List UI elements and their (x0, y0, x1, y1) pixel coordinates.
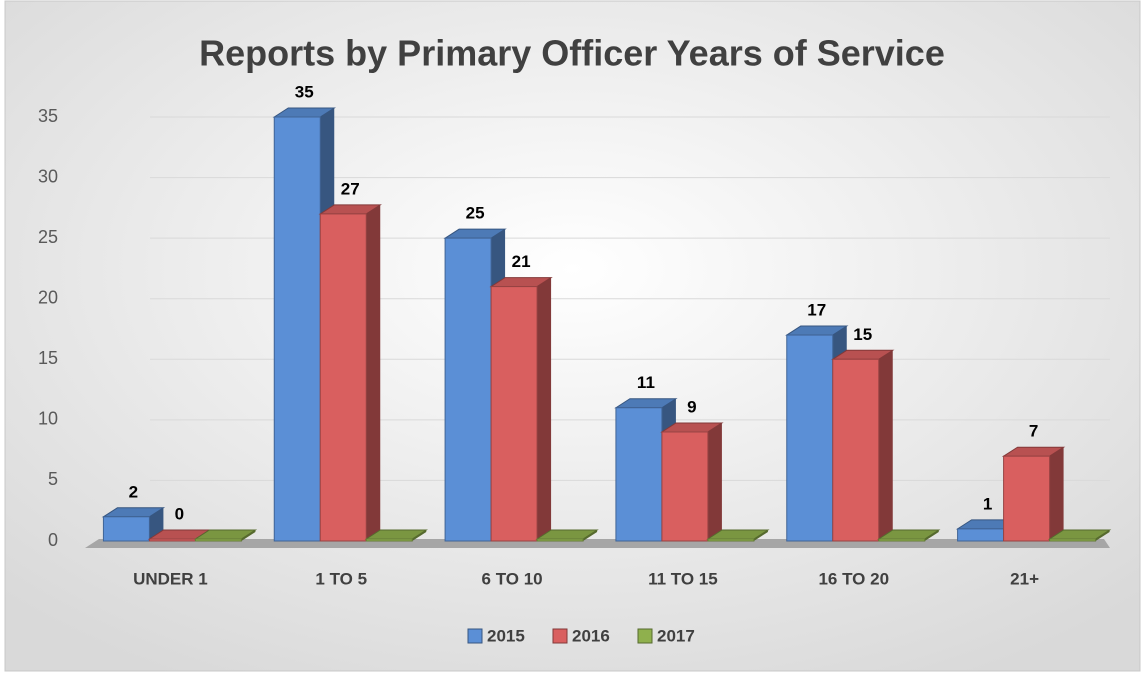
y-tick-label: 0 (48, 530, 58, 550)
y-tick-label: 5 (48, 469, 58, 489)
y-tick-label: 10 (38, 409, 58, 429)
bar (102, 516, 150, 542)
bar (319, 213, 367, 542)
data-label: 9 (687, 397, 696, 416)
bar (1003, 455, 1051, 542)
data-label: 7 (1029, 422, 1038, 441)
data-label: 1 (983, 494, 992, 513)
data-label: 17 (807, 301, 826, 320)
chart-title: Reports by Primary Officer Years of Serv… (199, 33, 945, 74)
bar-side (1049, 447, 1064, 541)
y-tick-label: 30 (38, 166, 58, 186)
bar-side (366, 204, 381, 541)
bar (615, 407, 663, 542)
bar (536, 538, 584, 542)
data-label: 27 (341, 179, 360, 198)
legend-label: 2016 (572, 626, 610, 645)
bar (832, 358, 880, 542)
bar-side (537, 277, 552, 541)
bar (194, 538, 242, 542)
data-label: 21 (512, 252, 531, 271)
legend-label: 2015 (487, 626, 525, 645)
bar (1049, 538, 1097, 542)
legend-swatch (637, 628, 653, 644)
bar-side (707, 422, 722, 541)
y-tick-label: 25 (38, 227, 58, 247)
data-label: 35 (295, 82, 314, 101)
data-label: 25 (466, 204, 485, 223)
legend-swatch (552, 628, 568, 644)
bar (148, 538, 196, 542)
y-tick-label: 20 (38, 287, 58, 307)
bar (786, 334, 834, 542)
chart-background (4, 0, 1141, 672)
bar (490, 286, 538, 542)
data-label: 2 (129, 482, 138, 501)
data-label: 15 (853, 325, 872, 344)
x-tick-label: 1 TO 5 (315, 569, 367, 588)
data-label: 11 (637, 373, 655, 392)
x-tick-label: 6 TO 10 (482, 569, 543, 588)
bar (273, 116, 321, 542)
data-label: 0 (175, 504, 184, 523)
x-tick-label: 16 TO 20 (818, 569, 889, 588)
bar (957, 528, 1005, 542)
y-tick-label: 35 (38, 106, 58, 126)
bar (365, 538, 413, 542)
legend-swatch (467, 628, 483, 644)
bar (661, 431, 709, 542)
bar (444, 237, 492, 542)
legend-label: 2017 (657, 626, 695, 645)
x-tick-label: 11 TO 15 (648, 569, 718, 588)
x-tick-label: UNDER 1 (133, 569, 208, 588)
bar (878, 538, 926, 542)
y-tick-label: 15 (38, 348, 58, 368)
x-tick-label: 21+ (1010, 569, 1039, 588)
bar-side (878, 350, 893, 541)
bar (707, 538, 755, 542)
